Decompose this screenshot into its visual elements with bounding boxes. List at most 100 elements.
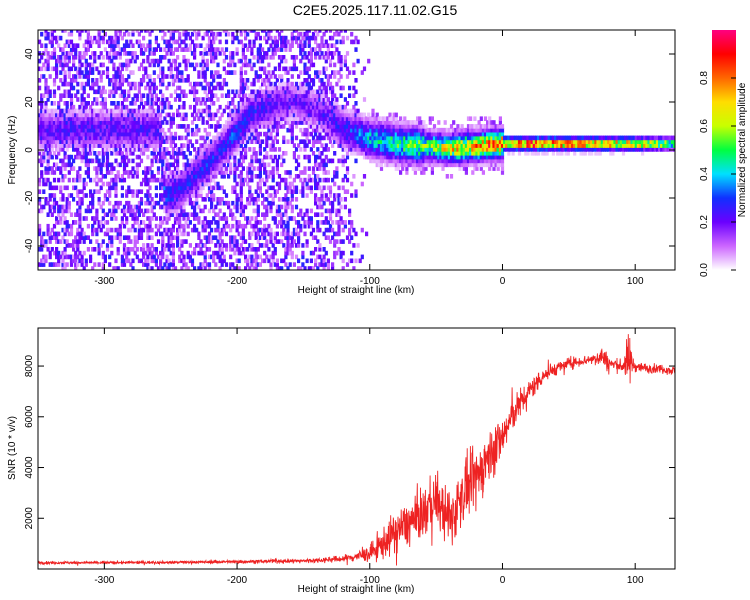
heatmap-cell bbox=[210, 143, 214, 148]
heatmap-cell bbox=[290, 204, 294, 210]
heatmap-cell bbox=[182, 30, 186, 33]
heatmap-cell bbox=[61, 143, 65, 148]
heatmap-cell bbox=[182, 227, 186, 233]
heatmap-cell bbox=[345, 101, 350, 106]
heatmap-cell bbox=[280, 89, 284, 95]
heatmap-cell bbox=[103, 162, 107, 168]
heatmap-cell bbox=[224, 120, 229, 125]
heatmap-cell bbox=[305, 154, 309, 160]
heatmap-cell bbox=[261, 177, 265, 183]
heatmap-cell bbox=[267, 108, 271, 114]
heatmap-cell bbox=[46, 231, 50, 237]
heatmap-cell bbox=[188, 139, 192, 144]
heatmap-cell bbox=[246, 104, 250, 110]
heatmap-cell bbox=[125, 127, 129, 133]
heatmap-cell bbox=[146, 43, 150, 48]
heatmap-cell bbox=[203, 250, 207, 256]
heatmap-cell bbox=[101, 108, 105, 114]
heatmap-cell bbox=[341, 112, 345, 118]
heatmap-cell bbox=[169, 131, 173, 137]
heatmap-cell bbox=[101, 124, 105, 129]
heatmap-cell bbox=[288, 127, 292, 133]
heatmap-cell bbox=[322, 108, 326, 114]
heatmap-cell bbox=[176, 158, 180, 164]
heatmap-cell bbox=[305, 30, 309, 33]
heatmap-cell bbox=[267, 112, 271, 118]
heatmap-cell bbox=[305, 93, 309, 98]
heatmap-cell bbox=[335, 239, 339, 244]
heatmap-cell bbox=[328, 120, 333, 125]
heatmap-cell bbox=[131, 166, 135, 171]
heatmap-cell bbox=[256, 51, 260, 56]
heatmap-cell bbox=[267, 101, 271, 106]
heatmap-cell bbox=[42, 143, 46, 148]
heatmap-cell bbox=[258, 177, 262, 183]
heatmap-cell bbox=[220, 250, 224, 256]
heatmap-cell bbox=[261, 116, 265, 121]
heatmap-cell bbox=[86, 223, 90, 229]
heatmap-cell bbox=[80, 97, 84, 102]
heatmap-cell bbox=[224, 231, 229, 237]
heatmap-cell bbox=[182, 124, 186, 129]
heatmap-cell bbox=[122, 47, 127, 52]
heatmap-cell bbox=[110, 89, 114, 95]
heatmap-cell bbox=[167, 39, 171, 45]
heatmap-cell bbox=[231, 216, 235, 221]
heatmap-cell bbox=[193, 104, 197, 110]
heatmap-cell bbox=[348, 120, 352, 125]
heatmap-cell bbox=[305, 81, 309, 87]
heatmap-cell bbox=[273, 239, 277, 244]
heatmap-cell bbox=[371, 112, 375, 118]
heatmap-cell bbox=[169, 208, 173, 214]
heatmap-cell bbox=[252, 247, 256, 252]
heatmap-cell bbox=[69, 166, 74, 171]
heatmap-cell bbox=[311, 101, 316, 106]
heatmap-cell bbox=[176, 151, 180, 156]
heatmap-cell bbox=[248, 116, 252, 121]
heatmap-cell bbox=[89, 43, 93, 48]
heatmap-cell bbox=[44, 166, 48, 171]
heatmap-cell bbox=[365, 131, 369, 137]
heatmap-cell bbox=[69, 31, 74, 37]
heatmap-cell bbox=[307, 216, 311, 221]
heatmap-cell bbox=[48, 135, 52, 141]
heatmap-cell bbox=[354, 124, 358, 129]
heatmap-cell bbox=[63, 55, 67, 60]
heatmap-cell bbox=[216, 120, 220, 125]
heatmap-cell bbox=[148, 31, 152, 37]
heatmap-cell bbox=[173, 58, 178, 64]
heatmap-cell bbox=[86, 131, 90, 137]
heatmap-cell bbox=[52, 143, 57, 148]
heatmap-cell bbox=[333, 70, 337, 75]
heatmap-cell bbox=[324, 51, 328, 56]
heatmap-cell bbox=[267, 124, 271, 129]
heatmap-cell bbox=[207, 89, 212, 95]
heatmap-cell bbox=[205, 93, 209, 98]
heatmap-cell bbox=[309, 124, 313, 129]
heatmap-cell bbox=[65, 262, 69, 267]
heatmap-cell bbox=[76, 112, 80, 118]
heatmap-cell bbox=[235, 124, 239, 129]
heatmap-cell bbox=[271, 166, 275, 171]
heatmap-cell bbox=[282, 231, 286, 237]
heatmap-cell bbox=[309, 58, 313, 64]
heatmap-cell bbox=[205, 193, 209, 198]
heatmap-cell bbox=[105, 227, 110, 233]
heatmap-cell bbox=[74, 258, 78, 264]
heatmap-cell bbox=[299, 47, 303, 52]
heatmap-cell bbox=[69, 139, 74, 144]
heatmap-cell bbox=[365, 135, 369, 141]
heatmap-cell bbox=[275, 231, 279, 237]
heatmap-cell bbox=[301, 193, 305, 198]
heatmap-cell bbox=[297, 112, 301, 118]
heatmap-cell bbox=[114, 147, 118, 152]
heatmap-cell bbox=[101, 135, 105, 141]
heatmap-cell bbox=[178, 223, 182, 229]
heatmap-cell bbox=[161, 139, 165, 144]
heatmap-cell bbox=[237, 220, 241, 225]
heatmap-cell bbox=[59, 55, 63, 60]
heatmap-cell bbox=[271, 120, 275, 125]
heatmap-cell bbox=[244, 135, 248, 141]
heatmap-cell bbox=[214, 220, 218, 225]
heatmap-cell bbox=[167, 185, 171, 191]
